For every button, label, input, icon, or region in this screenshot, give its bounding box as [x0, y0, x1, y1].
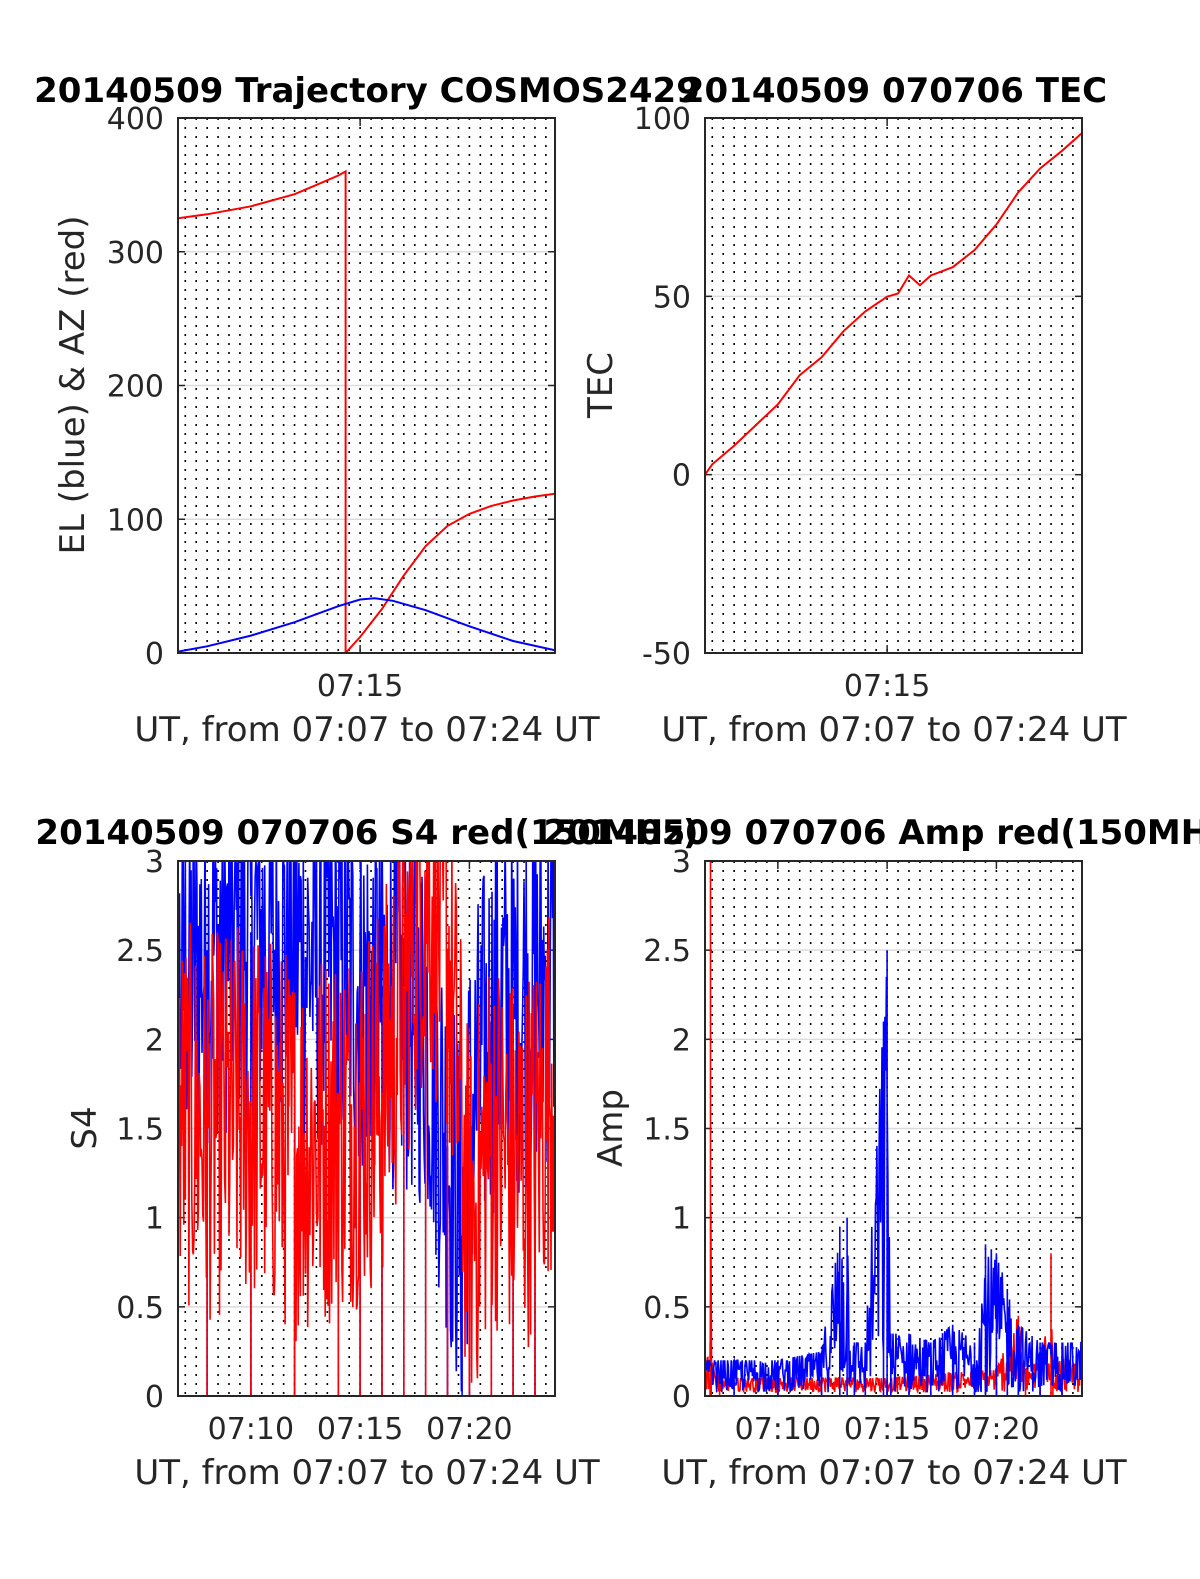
- amp-ytick-label: 3: [672, 845, 691, 880]
- s4-ytick-label: 1: [145, 1202, 164, 1237]
- trajectory-ylabel: EL (blue) & AZ (red): [53, 215, 93, 554]
- s4-ytick-label: 3: [145, 845, 164, 880]
- trajectory-ytick-label: 400: [107, 102, 164, 137]
- tec-xlabel: UT, from 07:07 to 07:24 UT: [661, 710, 1127, 750]
- trajectory-ytick-label: 300: [107, 236, 164, 271]
- s4-ytick-label: 2: [145, 1023, 164, 1058]
- amp-xtick-label: 07:20: [953, 1412, 1039, 1447]
- trajectory-ytick-label: 100: [107, 503, 164, 538]
- s4-xtick-label: 07:15: [317, 1412, 403, 1447]
- tec-ytick-label: 100: [634, 102, 691, 137]
- tec-ytick-label: 50: [653, 280, 691, 315]
- amp-ylabel: Amp: [591, 1089, 631, 1167]
- amp-ytick-label: 1.5: [643, 1113, 691, 1148]
- amp-ytick-label: 2: [672, 1023, 691, 1058]
- amp-title: 20140509 070706 Amp red(150MHz): [543, 813, 1200, 853]
- trajectory-title: 20140509 Trajectory COSMOS2429: [34, 71, 700, 111]
- trajectory-xtick-label: 07:15: [317, 669, 403, 704]
- trajectory-axes-box: [177, 117, 556, 654]
- trajectory-panel: 20140509 Trajectory COSMOS2429 UT, from …: [34, 71, 700, 750]
- tec-ylabel: TEC: [581, 352, 621, 419]
- trajectory-series-red: [178, 169, 555, 653]
- s4-ylabel: S4: [65, 1106, 105, 1149]
- amp-ytick-label: 2.5: [643, 934, 691, 969]
- s4-panel: 20140509 070706 S4 red(150MHz) UT, from …: [35, 813, 698, 1493]
- amp-xtick-label: 07:15: [844, 1412, 930, 1447]
- amp-xtick-label: 07:10: [735, 1412, 821, 1447]
- amp-panel: 20140509 070706 Amp red(150MHz) UT, from…: [543, 813, 1200, 1493]
- amp-xlabel: UT, from 07:07 to 07:24 UT: [661, 1453, 1127, 1493]
- trajectory-ytick-label: 200: [107, 370, 164, 405]
- tec-axes-box: [704, 117, 1083, 654]
- trajectory-ytick-label: 0: [145, 637, 164, 672]
- s4-xtick-label: 07:10: [208, 1412, 294, 1447]
- amp-ytick-label: 0.5: [643, 1291, 691, 1326]
- s4-ytick-label: 0: [145, 1380, 164, 1415]
- trajectory-series-blue: [178, 597, 555, 653]
- s4-ytick-label: 2.5: [116, 934, 164, 969]
- s4-ytick-label: 1.5: [116, 1113, 164, 1148]
- amp-series-blue: [705, 950, 1082, 1396]
- tec-panel: 20140509 070706 TEC UT, from 07:07 to 07…: [581, 71, 1127, 750]
- tec-ytick-label: 0: [672, 459, 691, 494]
- s4-xlabel: UT, from 07:07 to 07:24 UT: [134, 1453, 600, 1493]
- s4-series-red: [178, 861, 555, 1396]
- amp-ytick-label: 1: [672, 1202, 691, 1237]
- s4-axes-box: [177, 860, 556, 1397]
- s4-xtick-label: 07:20: [426, 1412, 512, 1447]
- amp-ytick-label: 0: [672, 1380, 691, 1415]
- s4-title: 20140509 070706 S4 red(150MHz): [35, 813, 698, 853]
- tec-xtick-label: 07:15: [844, 669, 930, 704]
- s4-ytick-label: 0.5: [116, 1291, 164, 1326]
- amp-axes-box: [704, 860, 1083, 1397]
- tec-ytick-label: -50: [642, 637, 691, 672]
- tec-title: 20140509 070706 TEC: [681, 71, 1107, 111]
- tec-series-red: [705, 132, 1082, 476]
- trajectory-xlabel: UT, from 07:07 to 07:24 UT: [134, 710, 600, 750]
